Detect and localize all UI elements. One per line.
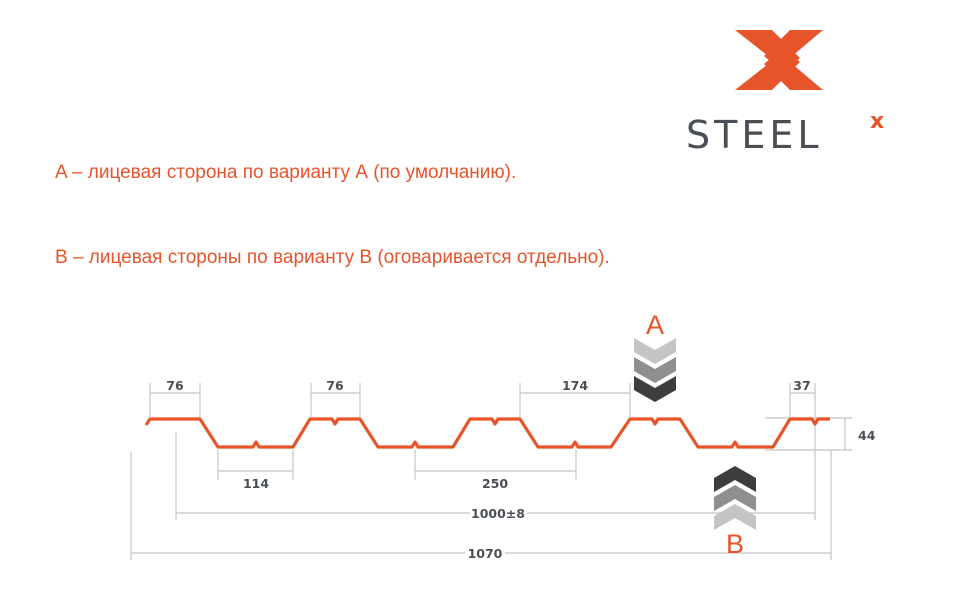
dim-top-gap: 174 [562, 378, 588, 393]
dim-top-width-1: 76 [166, 378, 184, 393]
dim-working-width: 1000±8 [471, 506, 525, 521]
steelx-logo-mark [735, 30, 823, 90]
side-b-label: B [726, 529, 744, 559]
dim-bottom-width: 114 [243, 476, 269, 491]
dim-height: 44 [858, 428, 876, 443]
profiled-sheet [144, 417, 830, 449]
logo-text: STEEL [686, 113, 823, 157]
logo-superscript: x [870, 109, 884, 134]
dim-total-width: 1070 [468, 546, 503, 561]
dim-pitch: 250 [482, 476, 508, 491]
side-a-label: A [646, 310, 664, 340]
dim-top-width-2: 76 [326, 378, 344, 393]
dim-edge-width: 37 [793, 378, 810, 393]
caption-side-b: B – лицевая стороны по варианту В (огова… [55, 247, 610, 268]
side-a-arrow-icon [634, 338, 676, 402]
caption-side-a: A – лицевая сторона по варианту А (по ум… [55, 162, 517, 183]
side-b-arrow-icon [714, 466, 756, 530]
